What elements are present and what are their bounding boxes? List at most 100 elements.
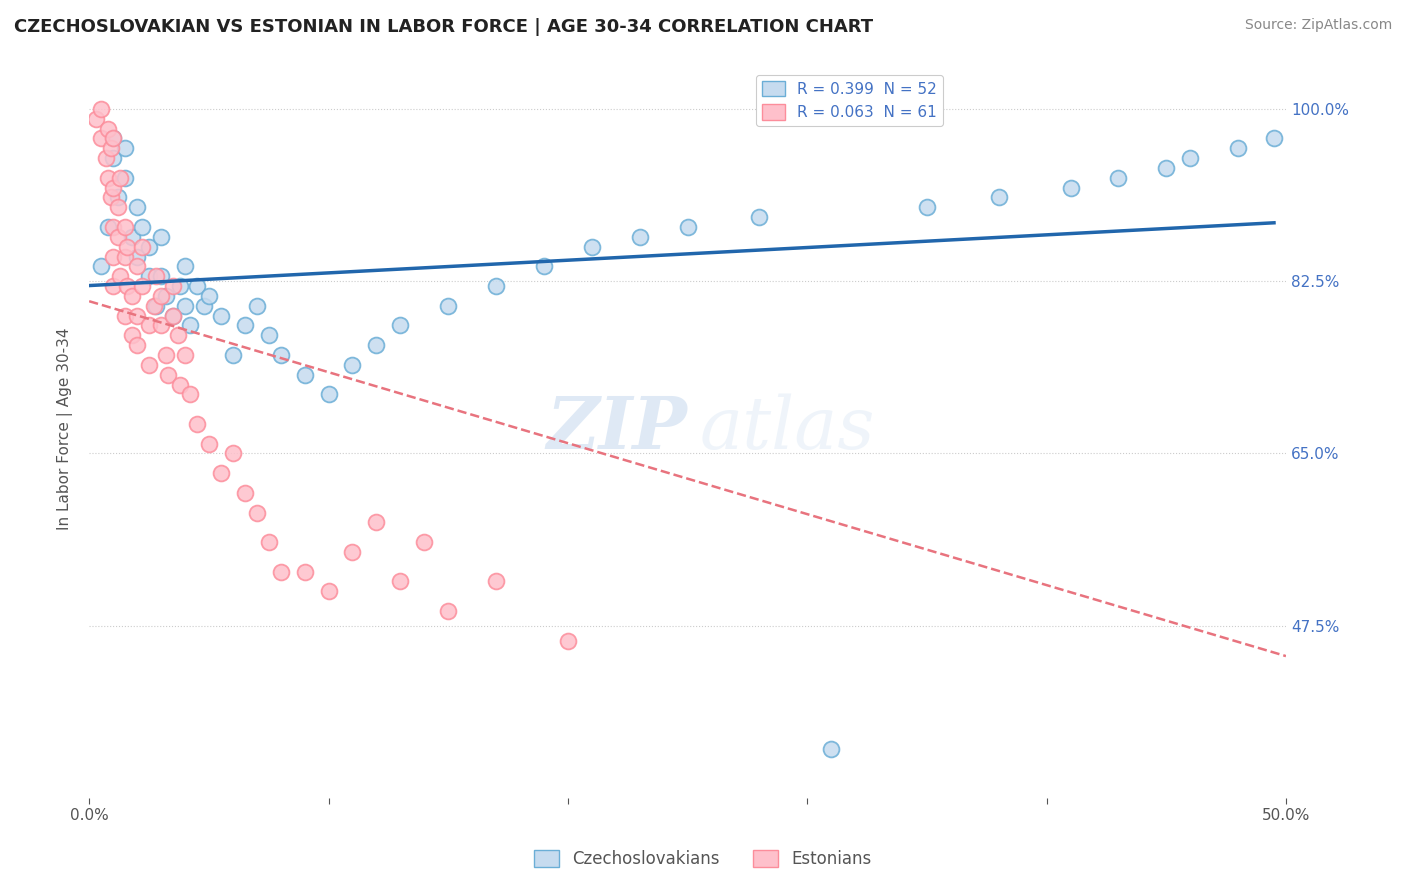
Point <box>389 318 412 333</box>
Point <box>413 535 436 549</box>
Point <box>318 387 340 401</box>
Point <box>97 170 120 185</box>
Point <box>437 604 460 618</box>
Y-axis label: In Labor Force | Age 30-34: In Labor Force | Age 30-34 <box>58 327 73 530</box>
Point <box>125 338 148 352</box>
Point <box>186 279 208 293</box>
Point <box>149 269 172 284</box>
Point <box>294 565 316 579</box>
Point <box>121 230 143 244</box>
Point <box>222 446 245 460</box>
Point <box>155 348 177 362</box>
Point <box>101 151 124 165</box>
Point <box>107 200 129 214</box>
Point <box>121 328 143 343</box>
Point <box>174 260 197 274</box>
Point <box>820 741 842 756</box>
Point <box>90 131 112 145</box>
Point <box>97 121 120 136</box>
Point <box>342 358 364 372</box>
Point <box>169 377 191 392</box>
Point <box>628 230 651 244</box>
Point <box>342 545 364 559</box>
Point <box>149 289 172 303</box>
Point <box>557 633 579 648</box>
Point <box>121 289 143 303</box>
Point <box>125 250 148 264</box>
Point <box>145 299 167 313</box>
Point <box>1156 161 1178 175</box>
Point <box>101 250 124 264</box>
Point <box>533 260 555 274</box>
Point <box>748 210 770 224</box>
Point <box>169 279 191 293</box>
Point <box>915 200 938 214</box>
Point <box>101 279 124 293</box>
Point <box>366 516 388 530</box>
Point <box>233 318 256 333</box>
Point <box>142 299 165 313</box>
Point <box>366 338 388 352</box>
Point <box>294 368 316 382</box>
Point <box>94 151 117 165</box>
Point <box>157 368 180 382</box>
Point <box>246 506 269 520</box>
Legend: Czechoslovakians, Estonians: Czechoslovakians, Estonians <box>527 843 879 875</box>
Point <box>114 219 136 234</box>
Point <box>90 260 112 274</box>
Point <box>222 348 245 362</box>
Text: ZIP: ZIP <box>547 393 688 465</box>
Point <box>138 269 160 284</box>
Point <box>209 309 232 323</box>
Point <box>149 230 172 244</box>
Point <box>162 309 184 323</box>
Point <box>437 299 460 313</box>
Point <box>86 112 108 126</box>
Point <box>1227 141 1250 155</box>
Point <box>1347 151 1369 165</box>
Point <box>179 387 201 401</box>
Point <box>581 240 603 254</box>
Point <box>270 565 292 579</box>
Point <box>101 131 124 145</box>
Point <box>162 309 184 323</box>
Point <box>114 309 136 323</box>
Point <box>90 102 112 116</box>
Point <box>149 318 172 333</box>
Point <box>101 180 124 194</box>
Point <box>1263 131 1285 145</box>
Point <box>97 219 120 234</box>
Point <box>100 190 122 204</box>
Point <box>987 190 1010 204</box>
Point <box>155 289 177 303</box>
Point <box>174 348 197 362</box>
Point <box>131 240 153 254</box>
Point <box>1180 151 1202 165</box>
Point <box>198 289 221 303</box>
Point <box>1059 180 1081 194</box>
Point <box>100 141 122 155</box>
Point <box>485 574 508 589</box>
Point <box>107 190 129 204</box>
Point <box>174 299 197 313</box>
Point <box>125 309 148 323</box>
Point <box>117 279 139 293</box>
Point <box>318 584 340 599</box>
Point <box>138 318 160 333</box>
Point <box>209 466 232 480</box>
Point <box>193 299 215 313</box>
Point <box>110 269 132 284</box>
Text: Source: ZipAtlas.com: Source: ZipAtlas.com <box>1244 18 1392 32</box>
Point <box>125 260 148 274</box>
Point <box>485 279 508 293</box>
Point <box>233 486 256 500</box>
Text: atlas: atlas <box>700 393 875 464</box>
Point <box>186 417 208 431</box>
Point <box>117 240 139 254</box>
Point <box>179 318 201 333</box>
Point <box>114 170 136 185</box>
Point <box>131 279 153 293</box>
Point <box>101 219 124 234</box>
Point <box>1107 170 1129 185</box>
Point <box>131 219 153 234</box>
